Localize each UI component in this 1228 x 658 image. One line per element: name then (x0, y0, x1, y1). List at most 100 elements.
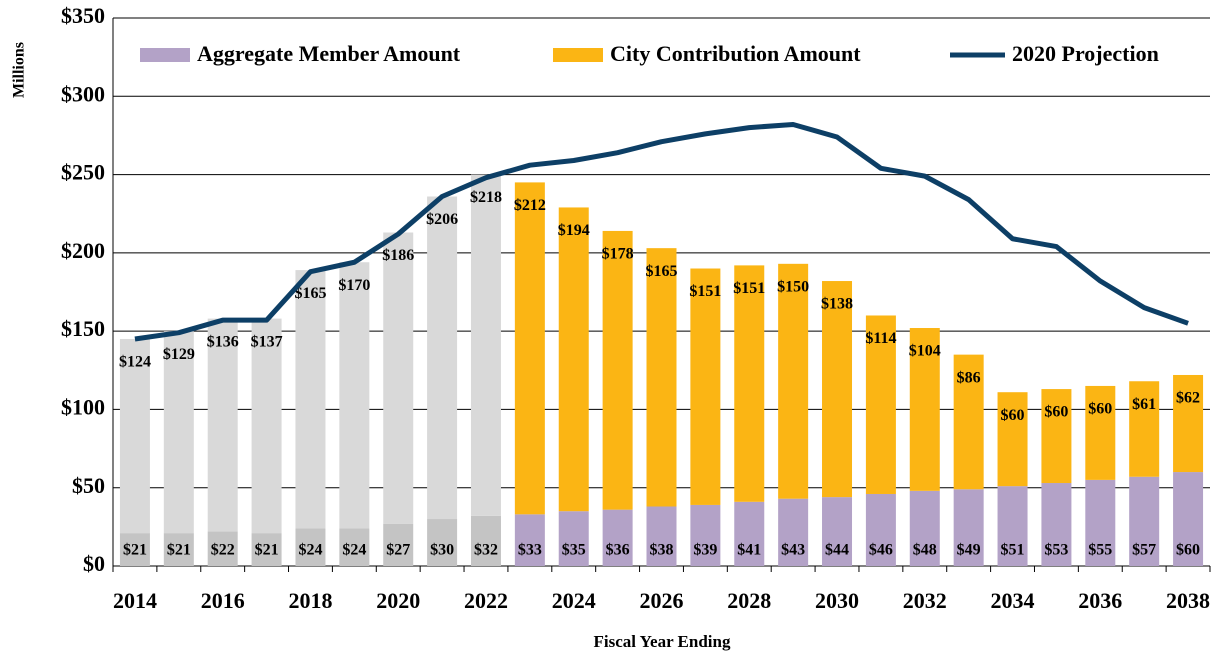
bar (865, 315, 896, 494)
data-label: $206 (426, 211, 458, 228)
bar (119, 533, 150, 566)
bar (778, 498, 809, 566)
data-label: $46 (869, 542, 893, 559)
data-label: $41 (737, 542, 761, 559)
legend-label: Aggregate Member Amount (197, 41, 461, 66)
data-label: $27 (386, 542, 410, 559)
bar (1173, 374, 1204, 473)
bar (427, 196, 458, 520)
bar (865, 493, 896, 566)
bar (1129, 476, 1160, 566)
bar (207, 531, 238, 566)
x-tick-label: 2034 (991, 588, 1035, 613)
bar (1085, 385, 1116, 480)
data-label: $32 (474, 542, 498, 559)
line (134, 121, 1189, 342)
data-label: $33 (518, 542, 542, 559)
data-label: $21 (255, 542, 279, 559)
x-tick-label: 2028 (727, 588, 771, 613)
bar (690, 268, 721, 505)
bar (163, 331, 194, 534)
data-label: $30 (430, 542, 454, 559)
bar (207, 318, 238, 532)
legend-swatch (553, 48, 603, 62)
data-label: $60 (1001, 407, 1025, 424)
bar (514, 514, 545, 566)
data-label: $151 (689, 283, 721, 300)
bar (646, 248, 677, 507)
bar (470, 174, 501, 516)
x-tick-label: 2014 (113, 588, 157, 613)
bar (734, 501, 765, 566)
bar (909, 328, 940, 491)
data-label: $48 (913, 542, 937, 559)
y-tick-label: $100 (61, 394, 105, 419)
data-label: $21 (123, 542, 147, 559)
bar (339, 528, 370, 566)
bar (734, 265, 765, 502)
data-label: $57 (1132, 542, 1156, 559)
y-tick-label: $250 (61, 160, 105, 185)
data-label: $53 (1044, 542, 1068, 559)
data-label: $114 (865, 330, 896, 347)
bar (514, 182, 545, 515)
bar (558, 511, 589, 566)
bar (251, 318, 282, 534)
data-label: $138 (821, 296, 853, 313)
data-label: $129 (163, 346, 195, 363)
bar (822, 281, 853, 498)
bar (470, 515, 501, 566)
data-label: $124 (119, 354, 151, 371)
legend-label: City Contribution Amount (610, 41, 861, 66)
data-label: $136 (207, 333, 239, 350)
data-label: $36 (606, 542, 630, 559)
bar (646, 506, 677, 566)
data-label: $212 (514, 197, 546, 214)
data-label: $51 (1001, 542, 1025, 559)
bar (1041, 389, 1072, 484)
data-label: $21 (167, 542, 191, 559)
bar (822, 497, 853, 566)
data-label: $38 (650, 542, 674, 559)
data-label: $170 (338, 277, 370, 294)
data-label: $49 (957, 542, 981, 559)
data-label: $151 (733, 280, 765, 297)
x-tick-label: 2038 (1166, 588, 1210, 613)
bar (295, 270, 326, 529)
legend-swatch (140, 48, 190, 62)
data-label: $61 (1132, 396, 1156, 413)
y-tick-label: $200 (61, 238, 105, 263)
x-tick-label: 2036 (1078, 588, 1122, 613)
data-label: $86 (957, 369, 981, 386)
bar (602, 230, 633, 510)
bar (997, 392, 1028, 487)
bar (778, 263, 809, 499)
data-label: $43 (781, 542, 805, 559)
bar (558, 207, 589, 512)
y-tick-label: $50 (72, 473, 105, 498)
data-label: $137 (251, 333, 283, 350)
x-tick-label: 2030 (815, 588, 859, 613)
data-label: $62 (1176, 390, 1200, 407)
x-tick-label: 2032 (903, 588, 947, 613)
legend-label: 2020 Projection (1012, 41, 1159, 66)
x-tick-label: 2016 (201, 588, 245, 613)
x-tick-label: 2024 (552, 588, 596, 613)
y-axis-label: Millions (11, 42, 28, 98)
x-tick-label: 2026 (640, 588, 684, 613)
bar (119, 338, 150, 534)
bar (1041, 483, 1072, 566)
data-label: $24 (298, 542, 322, 559)
data-label: $24 (342, 542, 366, 559)
bar (1173, 472, 1204, 566)
data-label: $178 (602, 246, 634, 263)
bar (383, 523, 414, 566)
bar (251, 533, 282, 566)
bar (383, 232, 414, 524)
bar (1085, 479, 1116, 566)
y-tick-label: $0 (83, 551, 105, 576)
data-label: $22 (211, 542, 235, 559)
bar (602, 509, 633, 566)
bar (339, 262, 370, 529)
